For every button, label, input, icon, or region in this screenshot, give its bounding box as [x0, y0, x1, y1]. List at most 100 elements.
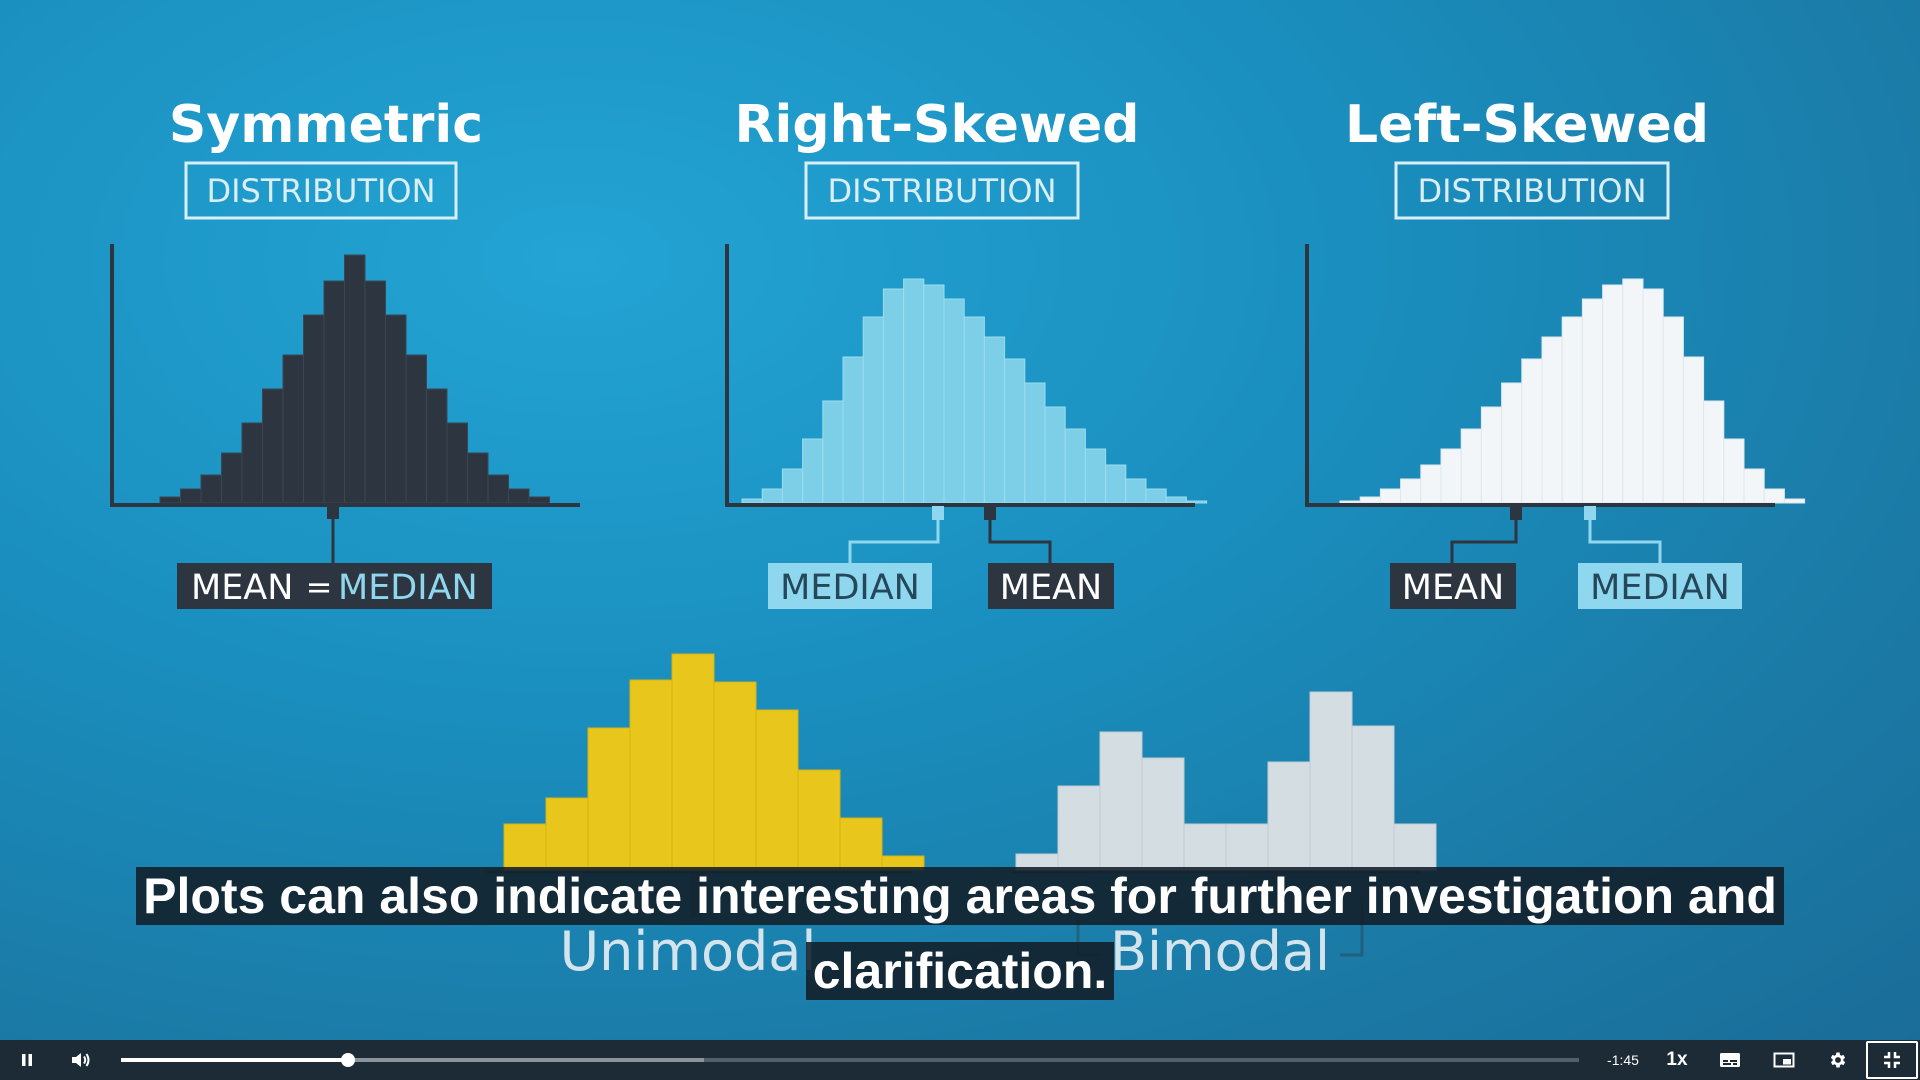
- symmetric-marker: [327, 503, 339, 519]
- histogram-bar: [1703, 400, 1725, 504]
- exit-fullscreen-icon: [1884, 1052, 1900, 1068]
- histogram-bar: [262, 388, 284, 504]
- right-tag-box: [804, 161, 1080, 220]
- histogram-bar: [629, 679, 673, 871]
- histogram-bar: [1440, 448, 1462, 504]
- progress-bar[interactable]: [121, 1053, 1579, 1067]
- histogram-bar: [528, 496, 550, 504]
- histogram-bar: [1521, 358, 1543, 504]
- histogram-bar: [1064, 428, 1086, 504]
- histogram-bar: [1581, 298, 1604, 504]
- gear-icon: [1830, 1052, 1846, 1068]
- right-median-leader: [848, 520, 940, 563]
- histogram-bar: [822, 400, 844, 504]
- caption-text-2: clarification.: [805, 942, 1115, 1000]
- histogram-bar: [1004, 358, 1026, 504]
- pause-icon: [22, 1054, 32, 1066]
- histogram-bar: [545, 797, 589, 871]
- histogram-bar: [1501, 382, 1523, 504]
- histogram-bar: [1339, 500, 1361, 504]
- settings-button[interactable]: [1820, 1040, 1856, 1080]
- left-tag: DISTRIBUTION: [1417, 172, 1646, 210]
- histogram-bar: [1561, 316, 1583, 504]
- left-median-badge: [1578, 563, 1742, 609]
- histogram-bar: [364, 280, 386, 504]
- symmetric-mean-label: MEAN: [191, 568, 293, 608]
- playback-speed-button[interactable]: 1x: [1666, 1049, 1688, 1070]
- bimodal-histogram: [1015, 691, 1437, 871]
- right-axes: [725, 244, 1195, 507]
- histogram-bar: [1125, 478, 1147, 504]
- histogram-bar: [1084, 448, 1107, 504]
- left-median-label: MEDIAN: [1590, 568, 1730, 608]
- cc-icon: [1720, 1053, 1740, 1067]
- histogram-bar: [1763, 488, 1785, 504]
- video-frame[interactable]: Symmetric DISTRIBUTION MEAN = MEDIAN Rig…: [0, 0, 1920, 1040]
- right-mean-badge: [988, 563, 1114, 609]
- histogram-bar: [385, 314, 407, 504]
- histogram-bar: [1024, 382, 1046, 504]
- histogram-bar: [1105, 464, 1127, 504]
- volume-button[interactable]: [62, 1040, 100, 1080]
- histogram-bar: [1602, 284, 1624, 504]
- histogram-bar: [797, 769, 841, 871]
- histogram-bar: [1267, 761, 1311, 871]
- histogram-bar: [923, 284, 945, 504]
- progress-handle[interactable]: [341, 1053, 356, 1067]
- picture-in-picture-button[interactable]: [1766, 1040, 1802, 1080]
- histogram-bar: [1379, 488, 1402, 504]
- histogram-bar: [1225, 823, 1269, 871]
- histogram-bar: [1351, 725, 1395, 871]
- symmetric-tag: DISTRIBUTION: [206, 172, 435, 210]
- video-content: Symmetric DISTRIBUTION MEAN = MEDIAN Rig…: [110, 95, 1806, 983]
- histogram-bar: [1783, 498, 1806, 504]
- right-mean-label: MEAN: [1000, 568, 1102, 608]
- histogram-bar: [1099, 731, 1143, 871]
- histogram-bar: [802, 438, 824, 504]
- symmetric-title: Symmetric: [169, 95, 483, 155]
- symmetric-axes: [110, 244, 580, 507]
- histogram-bar: [405, 354, 427, 504]
- histogram-bar: [761, 488, 783, 504]
- histogram-bar: [323, 280, 345, 504]
- bimodal-title: Bimodal: [1110, 920, 1330, 983]
- histogram-bar: [1743, 468, 1765, 504]
- left-mean-marker: [1510, 506, 1522, 520]
- histogram-bar: [1460, 428, 1482, 504]
- histogram-bar: [1622, 278, 1644, 504]
- histogram-bar: [467, 452, 489, 504]
- left-axes: [1305, 244, 1775, 507]
- histogram-bar: [1309, 691, 1353, 871]
- histogram-bar: [713, 681, 757, 871]
- right-mean-leader: [988, 520, 1052, 563]
- exit-fullscreen-button[interactable]: [1866, 1041, 1918, 1079]
- histogram-bar: [587, 727, 631, 871]
- left-median-marker: [1584, 506, 1596, 520]
- histogram-bar: [1183, 823, 1227, 871]
- pause-button[interactable]: [8, 1040, 46, 1080]
- histogram-bar: [180, 488, 202, 504]
- histogram-bar: [200, 474, 222, 504]
- histogram-bar: [842, 356, 864, 504]
- right-skewed-title: Right-Skewed: [735, 95, 1140, 155]
- histogram-bar: [241, 422, 263, 504]
- histogram-bar: [503, 823, 547, 871]
- left-mean-leader: [1450, 520, 1518, 563]
- histogram-bar: [1165, 496, 1187, 504]
- right-median-label: MEDIAN: [780, 568, 920, 608]
- histogram-bar: [1400, 478, 1422, 504]
- player-controls: -1:45 1x: [0, 1040, 1920, 1080]
- histogram-bar: [882, 288, 905, 504]
- histogram-bar: [221, 452, 243, 504]
- histogram-bar: [426, 388, 448, 504]
- histogram-bar: [862, 316, 884, 504]
- histogram-bar: [282, 354, 304, 504]
- picture-in-picture-icon: [1773, 1052, 1795, 1068]
- histogram-bar: [1141, 757, 1185, 871]
- histogram-bar: [487, 474, 509, 504]
- histogram-bar: [755, 709, 799, 871]
- equals-sign: =: [306, 568, 333, 606]
- histogram-bar: [1480, 406, 1503, 504]
- caption-line-2: clarification.: [0, 942, 1920, 1000]
- captions-button[interactable]: [1712, 1040, 1748, 1080]
